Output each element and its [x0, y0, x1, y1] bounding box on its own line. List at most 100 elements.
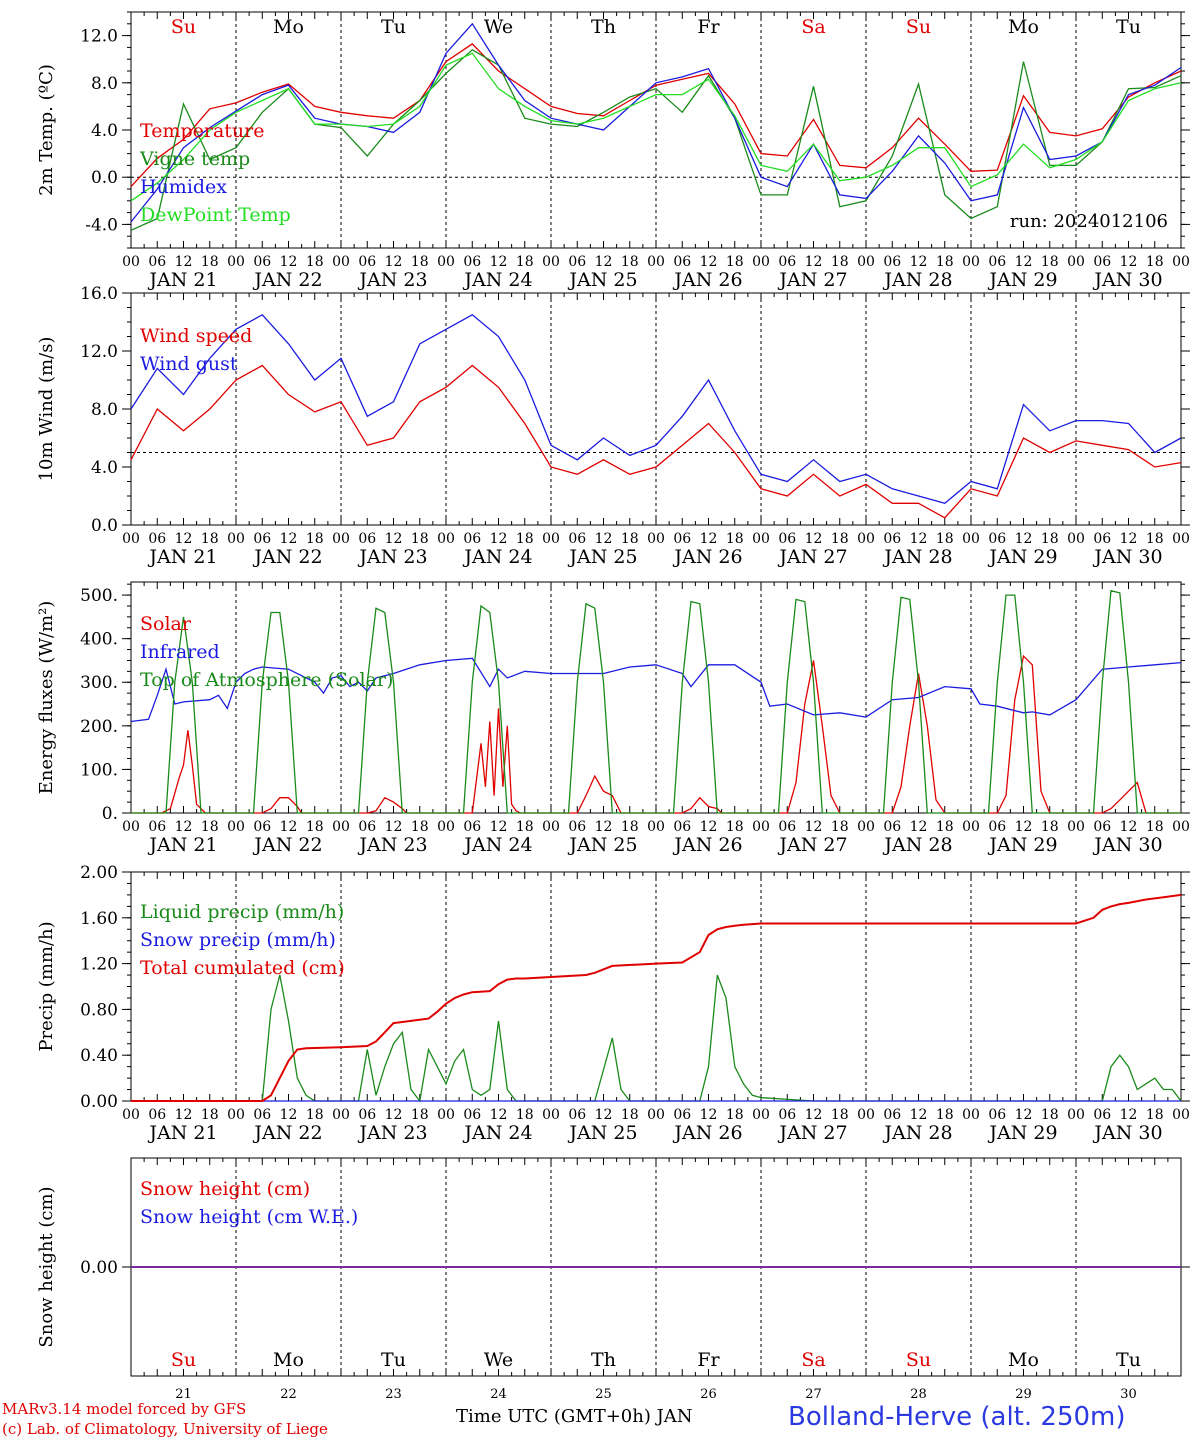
hour-tick-label: 00	[542, 254, 560, 270]
date-label: JAN 26	[672, 834, 742, 856]
hour-tick-label: 06	[778, 531, 796, 547]
y-tick-label: 0.00	[80, 1258, 118, 1278]
hour-tick-label: 12	[280, 819, 298, 835]
day-abbr: Su	[906, 1349, 931, 1371]
hour-tick-label: 18	[726, 1107, 744, 1123]
day-abbr: Tu	[1116, 1349, 1141, 1371]
hour-tick-label: 18	[411, 254, 429, 270]
hour-tick-label: 18	[621, 1107, 639, 1123]
hour-tick-label: 12	[490, 531, 508, 547]
day-abbr: Su	[906, 16, 931, 38]
hour-tick-label: 00	[437, 1107, 455, 1123]
hour-tick-label: 00	[227, 1107, 245, 1123]
hour-tick-label: 12	[490, 1107, 508, 1123]
hour-tick-label: 12	[490, 819, 508, 835]
date-label: JAN 29	[987, 546, 1057, 568]
hour-tick-label: 06	[463, 1107, 481, 1123]
day-abbr: Fr	[697, 1349, 720, 1371]
hour-tick-label: 06	[148, 819, 166, 835]
series-dewpoint-temp	[130, 52, 1182, 202]
hour-tick-label: 12	[1120, 1107, 1138, 1123]
hour-tick-label: 12	[910, 254, 928, 270]
hour-tick-label: 18	[516, 819, 534, 835]
day-abbr: We	[484, 1349, 513, 1371]
hour-tick-label: 00	[857, 1107, 875, 1123]
series-infrared	[130, 657, 1182, 723]
hour-tick-label: 12	[1015, 819, 1033, 835]
hour-tick-label: 12	[280, 1107, 298, 1123]
hour-tick-label: 18	[621, 531, 639, 547]
hour-tick-label: 06	[1093, 819, 1111, 835]
hour-tick-label: 00	[1172, 1107, 1190, 1123]
hour-tick-label: 06	[463, 531, 481, 547]
hour-tick-label: 06	[988, 254, 1006, 270]
legend-entry: Snow precip (mm/h)	[140, 929, 336, 951]
hour-tick-label: 12	[385, 819, 403, 835]
hour-tick-label: 00	[1172, 819, 1190, 835]
date-label: JAN 30	[1092, 834, 1162, 856]
date-label: JAN 27	[777, 546, 847, 568]
day-abbr: Mo	[273, 1349, 304, 1371]
day-abbr: Tu	[381, 16, 406, 38]
y-tick-label: -4.0	[85, 215, 118, 235]
date-label: JAN 28	[882, 269, 952, 291]
date-label: JAN 21	[147, 1122, 217, 1144]
date-label: JAN 22	[252, 834, 322, 856]
hour-tick-label: 06	[253, 1107, 271, 1123]
day-number: 29	[1015, 1387, 1032, 1402]
hour-tick-label: 00	[542, 1107, 560, 1123]
hour-tick-label: 18	[831, 819, 849, 835]
hour-tick-label: 18	[621, 254, 639, 270]
date-label: JAN 27	[777, 269, 847, 291]
hour-tick-label: 12	[1015, 531, 1033, 547]
hour-tick-label: 00	[1067, 1107, 1085, 1123]
hour-tick-label: 12	[595, 254, 613, 270]
hour-tick-label: 18	[411, 819, 429, 835]
hour-tick-label: 00	[542, 819, 560, 835]
date-label: JAN 23	[357, 834, 427, 856]
hour-tick-label: 06	[463, 819, 481, 835]
hour-tick-label: 06	[253, 254, 271, 270]
hour-tick-label: 18	[201, 819, 219, 835]
hour-tick-label: 00	[122, 1107, 140, 1123]
hour-tick-label: 06	[673, 1107, 691, 1123]
y-tick-label: 0.	[102, 804, 118, 824]
hour-tick-label: 18	[936, 1107, 954, 1123]
hour-tick-label: 18	[1041, 254, 1059, 270]
hour-tick-label: 00	[857, 254, 875, 270]
hour-tick-label: 12	[175, 819, 193, 835]
y-tick-label: 400.	[80, 630, 118, 650]
hour-tick-label: 18	[306, 531, 324, 547]
hour-tick-label: 00	[122, 254, 140, 270]
hour-tick-label: 18	[306, 254, 324, 270]
hour-tick-label: 18	[1041, 1107, 1059, 1123]
hour-tick-label: 06	[1093, 254, 1111, 270]
hour-tick-label: 00	[962, 531, 980, 547]
hour-tick-label: 06	[358, 254, 376, 270]
hour-tick-label: 06	[673, 254, 691, 270]
hour-tick-label: 18	[1146, 531, 1164, 547]
hour-tick-label: 06	[148, 531, 166, 547]
day-abbr: We	[484, 16, 513, 38]
hour-tick-label: 06	[883, 819, 901, 835]
hour-tick-label: 00	[857, 531, 875, 547]
date-label: JAN 22	[252, 546, 322, 568]
date-label: JAN 29	[987, 834, 1057, 856]
hour-tick-label: 06	[883, 1107, 901, 1123]
day-number: 28	[910, 1387, 927, 1402]
y-axis-label: 2m Temp. (ºC)	[36, 64, 57, 196]
date-label: JAN 28	[882, 834, 952, 856]
hour-tick-label: 06	[148, 254, 166, 270]
hour-tick-label: 18	[516, 254, 534, 270]
hour-tick-label: 18	[1041, 819, 1059, 835]
y-tick-label: 300.	[80, 673, 118, 693]
date-label: JAN 21	[147, 546, 217, 568]
hour-tick-label: 00	[647, 531, 665, 547]
hour-tick-label: 18	[1146, 1107, 1164, 1123]
day-abbr: Su	[171, 16, 196, 38]
date-label: JAN 29	[987, 269, 1057, 291]
date-label: JAN 21	[147, 834, 217, 856]
hour-tick-label: 12	[175, 531, 193, 547]
hour-tick-label: 18	[1146, 819, 1164, 835]
hour-tick-label: 00	[647, 254, 665, 270]
